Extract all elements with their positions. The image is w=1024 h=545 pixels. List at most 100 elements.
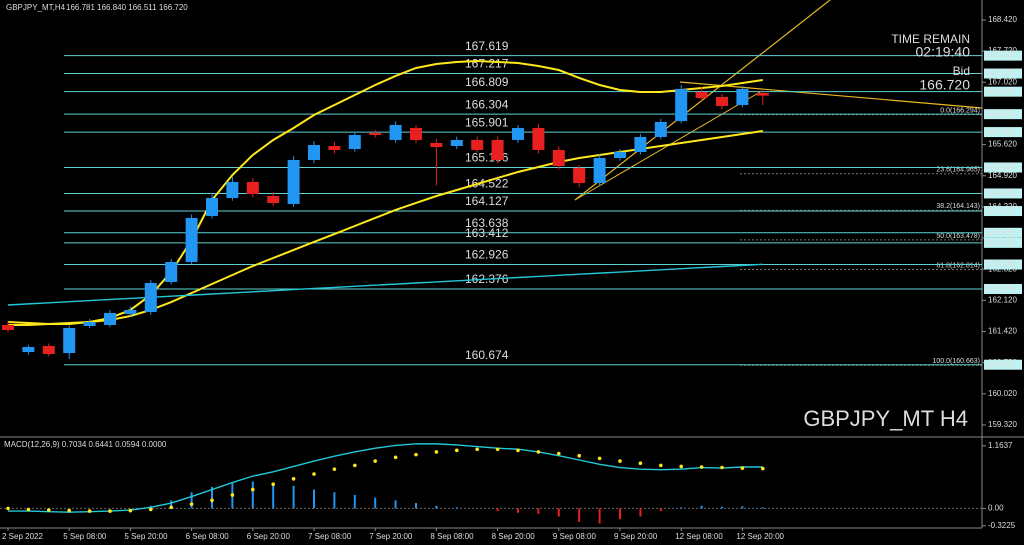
signal-dot xyxy=(26,507,31,512)
signal-dot xyxy=(149,507,153,512)
histogram-bar xyxy=(639,508,642,517)
level-label: 163.638 xyxy=(465,216,509,230)
bid-label: Bid xyxy=(953,64,970,78)
signal-dot xyxy=(108,509,112,513)
bid: 166.720 xyxy=(919,77,970,93)
x-tick-label: 6 Sep 08:00 xyxy=(186,532,230,541)
histogram-bar xyxy=(721,506,723,509)
signal-dot xyxy=(495,447,500,452)
y-tick-label: 160.020 xyxy=(988,389,1017,398)
candle-body xyxy=(63,328,76,354)
y-tick-label: 165.620 xyxy=(988,140,1017,149)
signal-dot xyxy=(373,459,378,463)
candle-body xyxy=(246,181,259,194)
signal-dot xyxy=(536,450,541,454)
histogram-bar xyxy=(680,507,683,509)
trend-line xyxy=(679,81,983,109)
watermark: GBPJPY_MT H4 xyxy=(803,406,968,431)
level-tag xyxy=(984,206,1022,217)
signal-dot xyxy=(353,463,357,468)
candle-body xyxy=(695,91,708,99)
signal-dot xyxy=(189,502,194,506)
signal-dot xyxy=(434,450,439,454)
candle-body xyxy=(573,168,586,184)
candle-body xyxy=(369,132,382,135)
y-tick-label: 161.420 xyxy=(988,327,1017,336)
candle-body xyxy=(165,262,178,282)
signal-dot xyxy=(618,459,622,463)
histogram-bar xyxy=(496,508,499,512)
histogram-bar xyxy=(659,508,662,512)
candle-body xyxy=(267,196,280,203)
level-label: 165.901 xyxy=(465,115,509,129)
x-tick-label: 9 Sep 20:00 xyxy=(614,532,658,541)
histogram-bar xyxy=(557,508,560,517)
x-tick-label: 6 Sep 20:00 xyxy=(247,532,291,541)
level-label: 166.809 xyxy=(465,75,509,89)
level-tag-label: 167.217 xyxy=(986,69,1015,78)
level-tag-label: 160.674 xyxy=(986,360,1015,369)
level-tag xyxy=(984,359,1022,370)
x-tick-label: 7 Sep 20:00 xyxy=(369,532,413,541)
overlay-line xyxy=(7,59,763,326)
level-label: 160.674 xyxy=(465,348,509,362)
overlay-line xyxy=(7,263,763,306)
time-remain: 02:19:40 xyxy=(916,44,971,60)
candle-body xyxy=(389,124,402,140)
candle-body xyxy=(756,92,769,96)
candle-body xyxy=(308,144,320,160)
level-tag-label: 167.619 xyxy=(986,51,1015,60)
level-tag xyxy=(984,109,1022,120)
histogram-bar xyxy=(761,507,764,509)
y-tick-label: 159.320 xyxy=(988,420,1017,429)
x-tick-label: 5 Sep 20:00 xyxy=(124,532,168,541)
level-tag-label: 165.106 xyxy=(986,163,1015,172)
candle-body xyxy=(348,134,361,150)
level-tag xyxy=(984,237,1022,248)
level-tag xyxy=(984,259,1022,270)
candle-body xyxy=(491,139,504,160)
fib-label: 0.0(166.294) xyxy=(940,107,980,114)
level-tag-label: 164.522 xyxy=(986,189,1015,198)
candle-body xyxy=(206,198,218,216)
level-tag-label: 164.127 xyxy=(986,206,1015,215)
level-label: 162.926 xyxy=(465,248,509,262)
histogram-bar xyxy=(598,508,601,524)
candle-body xyxy=(83,321,96,327)
histogram-bar xyxy=(272,484,275,509)
signal-dot xyxy=(230,493,235,497)
level-tag xyxy=(984,127,1022,138)
level-tag xyxy=(984,162,1022,173)
signal-dot xyxy=(761,466,765,471)
candle-body xyxy=(42,345,55,354)
candle-body xyxy=(471,139,484,150)
signal-dot xyxy=(6,506,10,511)
level-tag xyxy=(984,86,1022,97)
level-tag-label: 163.412 xyxy=(986,238,1015,247)
level-tag xyxy=(984,68,1022,79)
histogram-bar xyxy=(415,503,417,509)
x-tick-label: 2 Sep 2022 xyxy=(2,532,43,541)
histogram-bar xyxy=(517,508,519,513)
signal-dot xyxy=(475,447,480,452)
candle-body xyxy=(104,313,116,325)
signal-dot xyxy=(577,453,581,458)
signal-dot xyxy=(699,465,704,469)
candle-body xyxy=(185,217,198,263)
histogram-bar xyxy=(313,489,315,509)
signal-dot xyxy=(659,463,663,468)
candle-body xyxy=(328,145,341,150)
level-tag xyxy=(984,283,1022,294)
x-tick-label: 12 Sep 08:00 xyxy=(675,532,723,541)
candle-body xyxy=(593,157,606,184)
candle-body xyxy=(22,347,35,352)
signal-dot xyxy=(597,456,602,461)
fib-label: 38.2(164.143) xyxy=(936,203,980,210)
y-tick-label: 162.120 xyxy=(988,295,1017,304)
macd-label: MACD(12,26,9) 0.7034 0.6441 0.0594 0.000… xyxy=(4,440,167,449)
level-tag xyxy=(984,188,1022,199)
candle-body xyxy=(716,96,728,106)
candle-body xyxy=(736,88,749,105)
signal-dot xyxy=(128,508,133,513)
